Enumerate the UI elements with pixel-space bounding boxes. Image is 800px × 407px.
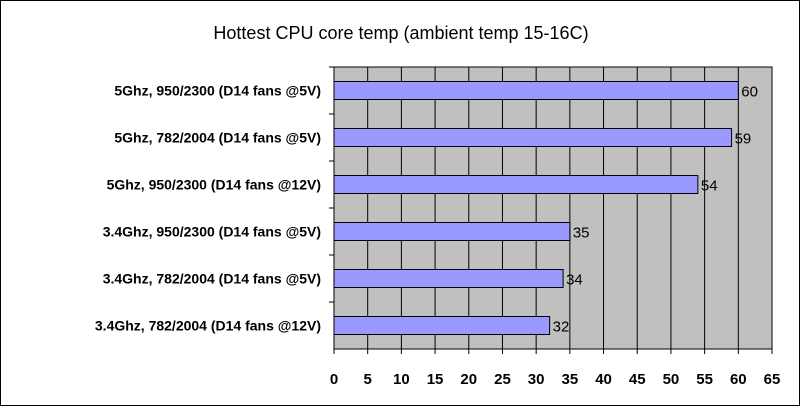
data-label: 32: [553, 319, 570, 336]
data-labels: 60 59 54 35 34 32: [553, 84, 758, 336]
x-tick-label: 45: [629, 371, 646, 388]
plot-area: [333, 66, 773, 350]
bar: [333, 128, 733, 147]
data-label: 60: [741, 84, 758, 101]
category-label: 5Ghz, 782/2004 (D14 fans @5V): [114, 130, 321, 146]
x-tick-label: 30: [528, 371, 545, 388]
data-label: 34: [566, 272, 583, 289]
data-label: 59: [735, 131, 752, 148]
x-tick-label: 60: [730, 371, 747, 388]
gridlines: [367, 67, 773, 349]
bar: [333, 269, 564, 288]
x-tick-label: 25: [494, 371, 511, 388]
x-tick-label: 35: [562, 371, 579, 388]
category-label: 3.4Ghz, 782/2004 (D14 fans @5V): [103, 271, 321, 287]
bars: [333, 81, 739, 335]
x-tick-label: 15: [427, 371, 444, 388]
category-label: 3.4Ghz, 782/2004 (D14 fans @12V): [95, 318, 321, 334]
bar: [333, 316, 551, 335]
data-label: 54: [701, 178, 718, 195]
x-tick-label: 50: [663, 371, 680, 388]
category-label: 5Ghz, 950/2300 (D14 fans @5V): [114, 83, 321, 99]
data-label: 35: [573, 225, 590, 242]
category-label: 5Ghz, 950/2300 (D14 fans @12V): [107, 177, 321, 193]
chart-title: Hottest CPU core temp (ambient temp 15-1…: [213, 23, 588, 43]
category-labels: 5Ghz, 950/2300 (D14 fans @5V) 5Ghz, 782/2…: [95, 66, 334, 334]
x-tick-label: 20: [460, 371, 477, 388]
x-tick-label: 5: [364, 371, 372, 388]
x-tick-label: 65: [764, 371, 781, 388]
bar: [333, 175, 699, 194]
category-label: 3.4Ghz, 950/2300 (D14 fans @5V): [103, 224, 321, 240]
x-tick-label: 0: [330, 371, 338, 388]
x-tick-label: 40: [595, 371, 612, 388]
bar: [333, 81, 739, 100]
x-axis-tick-labels: 0 5 10 15 20 25 30 35 40 45 50 55 60 65: [330, 349, 781, 388]
x-tick-label: 55: [696, 371, 713, 388]
x-tick-label: 10: [393, 371, 410, 388]
bar: [333, 222, 571, 241]
